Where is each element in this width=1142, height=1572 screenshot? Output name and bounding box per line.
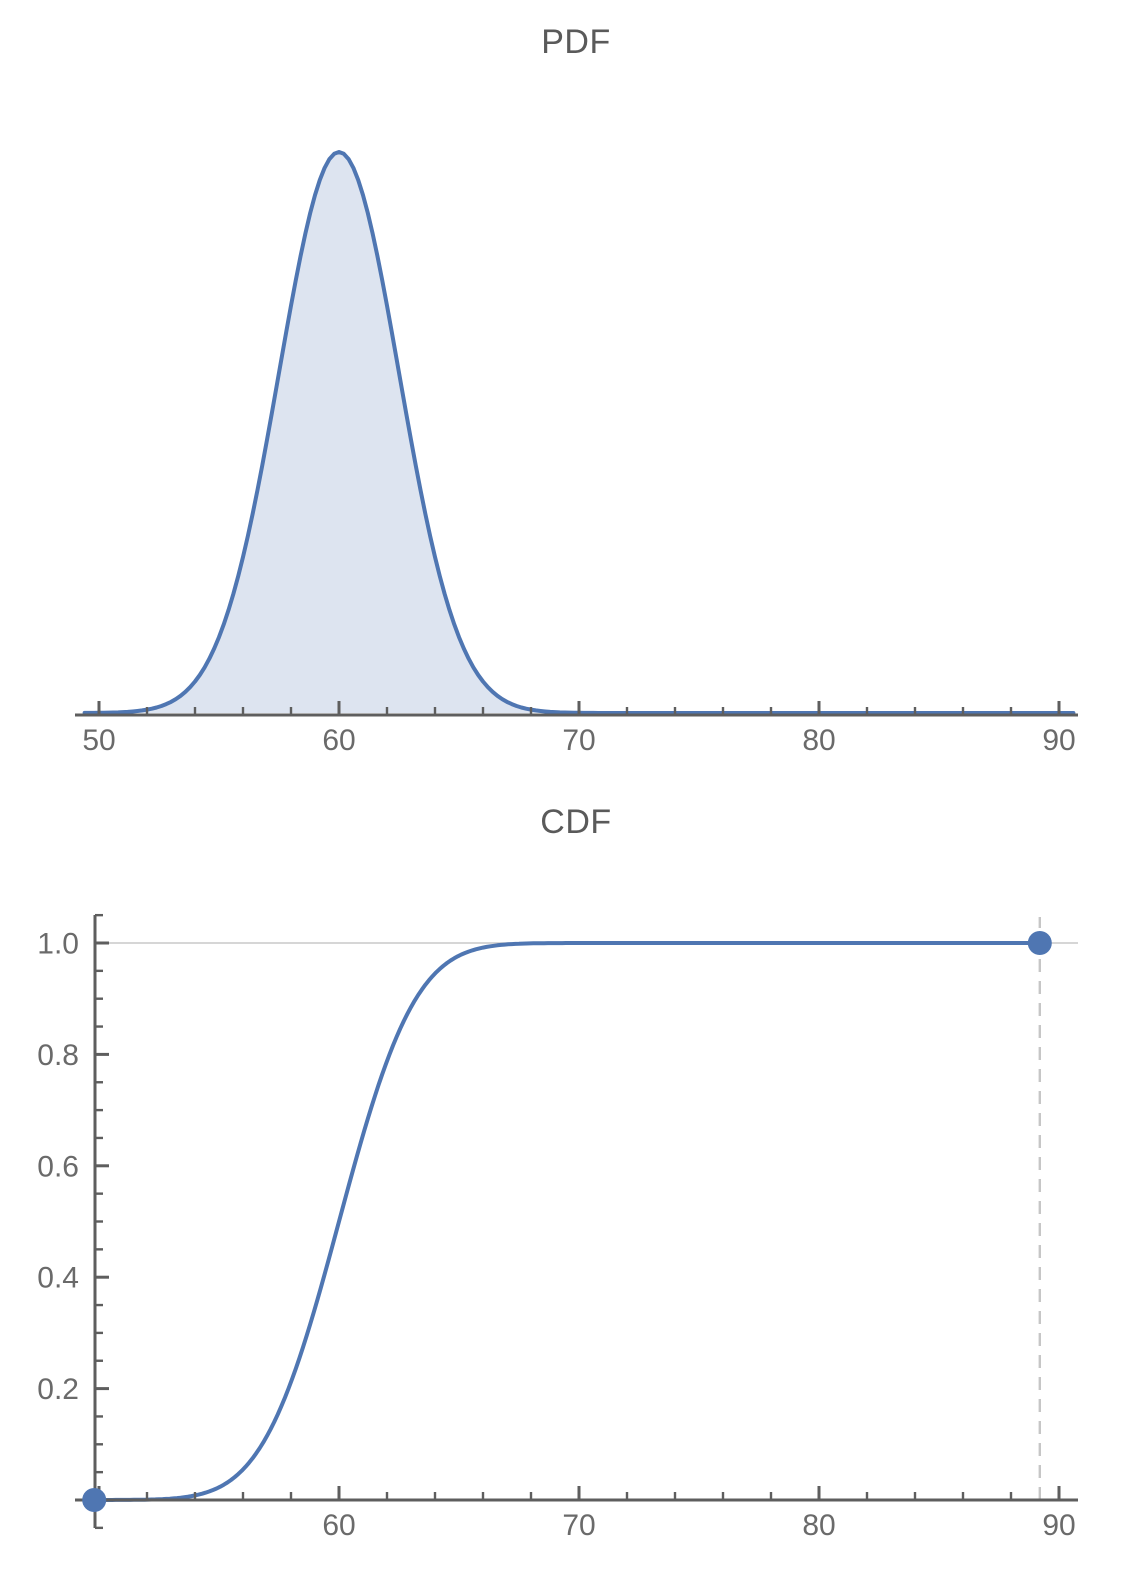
x-tick-label: 60 xyxy=(322,1509,355,1542)
x-tick-label: 50 xyxy=(82,724,115,757)
y-tick-label: 0.6 xyxy=(37,1150,79,1183)
pdf-chart-title: PDF xyxy=(541,23,611,61)
y-tick-label: 0.4 xyxy=(37,1262,79,1295)
cdf-endpoint-marker xyxy=(82,1488,107,1512)
y-tick-label: 1.0 xyxy=(37,928,79,961)
x-tick-label: 60 xyxy=(322,724,355,757)
pdf-plot-canvas: 50 60 70 80 90 xyxy=(75,150,1078,757)
cdf-chart: CDF 0.2 0.4 0.6 0.8 1.0 60 70 80 90 xyxy=(0,786,1142,1572)
pdf-area-fill xyxy=(84,152,1074,713)
cdf-curve xyxy=(92,941,1042,1502)
x-tick-label: 80 xyxy=(802,1509,835,1542)
pdf-chart: PDF 50 60 70 80 90 xyxy=(75,23,1078,757)
x-tick-label: 80 xyxy=(802,724,835,757)
cdf-endpoint-marker xyxy=(1027,931,1052,955)
cdf-plot-canvas: 0.2 0.4 0.6 0.8 1.0 60 70 80 90 xyxy=(37,913,1078,1542)
x-tick-label: 90 xyxy=(1042,724,1075,757)
y-tick-label: 0.2 xyxy=(37,1373,79,1406)
cdf-chart-title: CDF xyxy=(540,803,612,841)
x-tick-label: 70 xyxy=(562,1509,595,1542)
x-tick-label: 90 xyxy=(1042,1509,1075,1542)
x-tick-label: 70 xyxy=(562,724,595,757)
y-tick-label: 0.8 xyxy=(37,1039,79,1072)
